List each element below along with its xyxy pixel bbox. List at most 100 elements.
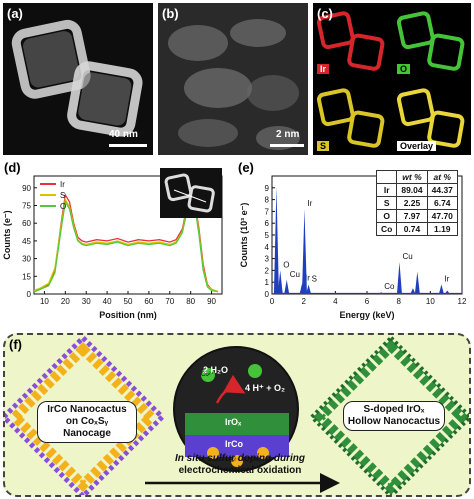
ion-co-label: Co²⁺ bbox=[201, 372, 214, 378]
map-ir: Ir bbox=[313, 3, 391, 78]
x-tick-label: 40 bbox=[103, 297, 112, 306]
panel-b-hrtem-image: (b) 2 nm bbox=[158, 3, 308, 155]
peak-label: Ir bbox=[444, 275, 449, 284]
x-tick-label: 12 bbox=[458, 297, 467, 306]
table-cell: Ir bbox=[375, 183, 398, 197]
scale-bar-label: 40 nm bbox=[109, 129, 138, 140]
peak-label: Cu bbox=[402, 252, 412, 261]
table-cell: 2.25 bbox=[396, 196, 428, 210]
table-header: wt % bbox=[396, 170, 428, 184]
right-label-line1: S-doped IrOₓ bbox=[363, 404, 425, 415]
y-tick-label: 75 bbox=[22, 202, 31, 211]
legend-label: Ir bbox=[60, 180, 65, 189]
y-tick-label: 90 bbox=[22, 184, 31, 193]
y-tick-label: 60 bbox=[22, 219, 31, 228]
table-cell: 7.97 bbox=[396, 209, 428, 223]
composition-table: wt % at % Ir 89.04 44.37 S 2.25 6.74 O 7… bbox=[375, 170, 458, 236]
right-label-line2: Hollow Nanocactus bbox=[347, 416, 441, 427]
right-label-box: S-doped IrOₓ Hollow Nanocactus bbox=[343, 401, 445, 431]
y-tick-label: 8 bbox=[265, 196, 270, 205]
map-overlay-label: Overlay bbox=[397, 141, 437, 151]
peak-label: O bbox=[283, 260, 289, 269]
inset-image bbox=[160, 168, 222, 218]
table-row: Co 0.74 1.19 bbox=[375, 222, 458, 236]
x-tick-label: 30 bbox=[82, 297, 91, 306]
x-tick-label: 6 bbox=[365, 297, 370, 306]
map-overlay: Overlay bbox=[393, 80, 471, 155]
panel-label: (c) bbox=[317, 6, 333, 21]
y-tick-label: 3 bbox=[265, 255, 270, 264]
y-axis-label: Counts (10³ e⁻) bbox=[239, 203, 249, 268]
peak-label: Ir bbox=[307, 199, 312, 208]
panel-c-eds-maps: Ir O S Overlay (c) bbox=[313, 3, 471, 155]
y-tick-label: 0 bbox=[27, 290, 32, 299]
table-cell: 89.04 bbox=[396, 183, 428, 197]
table-header-row: wt % at % bbox=[375, 170, 458, 184]
x-tick-label: 4 bbox=[333, 297, 338, 306]
peak-label: Ir bbox=[305, 273, 310, 282]
peak-label: S bbox=[312, 275, 317, 284]
scale-bar bbox=[109, 144, 147, 147]
panel-label: (d) bbox=[4, 160, 21, 175]
peak-label: Cu bbox=[290, 270, 300, 279]
schematic-drawing bbox=[5, 335, 469, 495]
table-header: at % bbox=[426, 170, 458, 184]
x-axis-label: Position (nm) bbox=[99, 310, 157, 320]
caption-line1: In situ sulfur doping during bbox=[175, 453, 305, 464]
x-tick-label: 50 bbox=[124, 297, 133, 306]
y-tick-label: 5 bbox=[265, 231, 270, 240]
legend-label: S bbox=[60, 191, 65, 200]
nanoparticle-image bbox=[11, 19, 143, 137]
table-cell: Co bbox=[375, 222, 398, 236]
x-tick-label: 10 bbox=[426, 297, 435, 306]
x-tick-label: 20 bbox=[61, 297, 70, 306]
table-header bbox=[375, 170, 398, 184]
panel-e-eds-spectrum: (e) 0 2 4 6 8 10 12 0 1 2 3 4 5 6 7 8 9 Energy (keV) Count… bbox=[236, 158, 472, 330]
panel-label: (f) bbox=[9, 337, 22, 352]
spectrum-peak bbox=[378, 292, 384, 294]
table-cell: O bbox=[375, 209, 398, 223]
panel-a-stem-image: (a) 40 nm bbox=[3, 3, 153, 155]
panel-label: (b) bbox=[162, 6, 179, 21]
map-o: O bbox=[393, 3, 471, 78]
y-axis-label: Counts (e⁻) bbox=[2, 210, 12, 259]
table-cell: 0.74 bbox=[396, 222, 428, 236]
spectrum-peak bbox=[301, 209, 307, 294]
reaction-input: 2 H₂O bbox=[203, 365, 229, 375]
x-tick-label: 10 bbox=[40, 297, 49, 306]
map-s: S bbox=[313, 80, 391, 155]
map-s-label: S bbox=[317, 141, 330, 151]
legend-label: O bbox=[60, 202, 66, 211]
layer-iro-label: IrOₓ bbox=[225, 417, 242, 427]
y-tick-label: 15 bbox=[22, 272, 31, 281]
table-row: S 2.25 6.74 bbox=[375, 196, 458, 210]
table-cell: 47.70 bbox=[426, 209, 458, 223]
table-cell: 44.37 bbox=[426, 183, 458, 197]
spectrum-peak bbox=[273, 186, 279, 294]
panel-d-line-profile: (d) 10 20 30 40 50 60 70 80 90 0 15 30 45 60 75 90 Posit… bbox=[0, 158, 232, 330]
x-tick-label: 8 bbox=[396, 297, 401, 306]
spectrum-peak bbox=[306, 284, 312, 294]
y-tick-label: 9 bbox=[265, 184, 270, 193]
scale-bar bbox=[270, 144, 304, 147]
table-row: O 7.97 47.70 bbox=[375, 209, 458, 223]
x-tick-label: 0 bbox=[270, 297, 275, 306]
left-label-box: IrCo Nanocactus on CoₓSᵧ Nanocage bbox=[37, 401, 137, 443]
panel-label: (e) bbox=[238, 160, 254, 175]
table-cell: 1.19 bbox=[426, 222, 458, 236]
spectrum-peak bbox=[414, 271, 420, 294]
y-tick-label: 4 bbox=[265, 243, 270, 252]
table-row: Ir 89.04 44.37 bbox=[375, 183, 458, 197]
x-tick-label: 2 bbox=[301, 297, 306, 306]
spectrum-peak bbox=[277, 270, 283, 294]
scale-bar-label: 2 nm bbox=[276, 129, 300, 140]
left-label-line2: on CoₓSᵧ Nanocage bbox=[63, 416, 111, 439]
y-tick-label: 0 bbox=[265, 290, 270, 299]
x-tick-label: 60 bbox=[144, 297, 153, 306]
ion-s-label: S²⁻ bbox=[230, 458, 240, 464]
caption: In situ sulfur doping during electrochem… bbox=[145, 453, 335, 477]
table-cell: S bbox=[375, 196, 398, 210]
map-o-label: O bbox=[397, 64, 411, 74]
panel-label: (a) bbox=[7, 6, 23, 21]
